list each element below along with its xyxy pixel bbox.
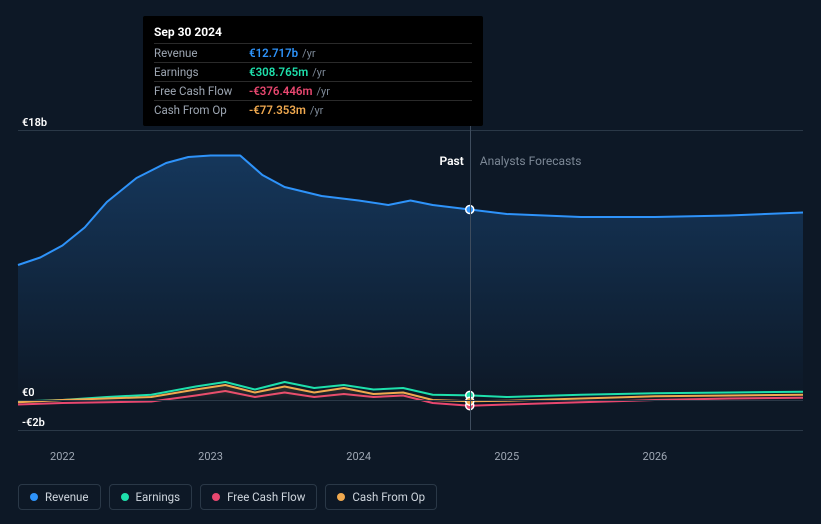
tooltip-row-value: -€77.353m xyxy=(249,103,306,117)
legend-dot-icon xyxy=(337,493,345,501)
tooltip-rows: Revenue€12.717b/yrEarnings€308.765m/yrFr… xyxy=(154,43,472,119)
x-axis-label: 2023 xyxy=(198,450,223,463)
tooltip-row-value: -€376.446m xyxy=(249,84,312,98)
y-axis-label: -€2b xyxy=(22,416,45,429)
legend-dot-icon xyxy=(121,493,129,501)
tooltip-row: Earnings€308.765m/yr xyxy=(154,62,472,81)
y-axis-label: €0 xyxy=(22,386,35,399)
tooltip-row-label: Revenue xyxy=(154,46,249,60)
legend-label: Cash From Op xyxy=(352,490,425,504)
tooltip-row-label: Earnings xyxy=(154,65,249,79)
x-axis-label: 2024 xyxy=(346,450,371,463)
gridline xyxy=(18,430,803,431)
region-label-future: Analysts Forecasts xyxy=(480,154,582,168)
legend-item[interactable]: Cash From Op xyxy=(325,484,437,510)
legend-label: Free Cash Flow xyxy=(227,490,305,504)
x-axis-label: 2026 xyxy=(643,450,668,463)
y-axis-label: €18b xyxy=(22,116,47,129)
legend-item[interactable]: Earnings xyxy=(109,484,193,510)
tooltip-row: Cash From Op-€77.353m/yr xyxy=(154,100,472,119)
plot-svg[interactable] xyxy=(18,130,803,450)
legend: Revenue Earnings Free Cash Flow Cash From O… xyxy=(18,484,437,510)
tooltip-row-unit: /yr xyxy=(316,85,329,98)
gridline xyxy=(18,400,803,401)
x-axis-label: 2025 xyxy=(494,450,519,463)
tooltip-row-value: €12.717b xyxy=(249,46,298,60)
tooltip-row: Free Cash Flow-€376.446m/yr xyxy=(154,81,472,100)
legend-item[interactable]: Revenue xyxy=(18,484,101,510)
tooltip: Sep 30 2024 Revenue€12.717b/yrEarnings€3… xyxy=(143,16,483,126)
legend-dot-icon xyxy=(212,493,220,501)
tooltip-date: Sep 30 2024 xyxy=(154,25,472,39)
legend-label: Revenue xyxy=(45,490,89,504)
legend-dot-icon xyxy=(30,493,38,501)
gridline xyxy=(18,130,803,131)
series-fill xyxy=(18,156,803,401)
x-axis-label: 2022 xyxy=(50,450,75,463)
region-label-past: Past xyxy=(439,154,463,168)
tooltip-row-unit: /yr xyxy=(312,66,325,79)
tooltip-row: Revenue€12.717b/yr xyxy=(154,43,472,62)
tooltip-row-unit: /yr xyxy=(302,47,315,60)
tooltip-row-label: Cash From Op xyxy=(154,103,249,117)
tooltip-row-label: Free Cash Flow xyxy=(154,84,249,98)
chart-area: €18b€0-€2b20222023202420252026PastAnalys… xyxy=(18,130,803,445)
tooltip-row-unit: /yr xyxy=(310,104,323,117)
tooltip-row-value: €308.765m xyxy=(249,65,308,79)
legend-label: Earnings xyxy=(136,490,181,504)
legend-item[interactable]: Free Cash Flow xyxy=(200,484,317,510)
